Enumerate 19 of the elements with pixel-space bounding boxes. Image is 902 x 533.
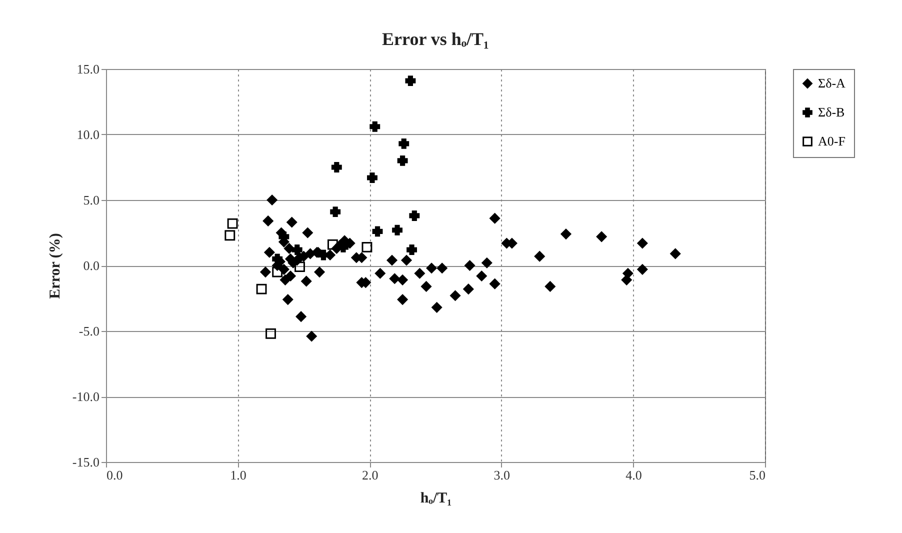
- x-tick-label: 4.0: [626, 468, 642, 482]
- x-axis-title: hₒ/T₁: [420, 490, 452, 506]
- x-tick-label: 5.0: [749, 468, 766, 482]
- y-tick-label: -15.0: [72, 454, 100, 470]
- y-tick-label: -10.0: [72, 389, 100, 404]
- x-tick-label: 3.0: [494, 468, 510, 482]
- y-tick-label: 10.0: [76, 127, 100, 142]
- legend-label: A0-F: [818, 134, 846, 148]
- x-tick-label: 2.0: [362, 468, 378, 482]
- chart-title: Error vs hₒ/T₁: [382, 29, 489, 49]
- legend-label: Σδ-B: [818, 104, 846, 120]
- y-tick-label: 5.0: [83, 192, 100, 208]
- y-tick-label: 0.0: [83, 258, 100, 273]
- x-tick-label: 1.0: [230, 468, 246, 482]
- y-axis-title: Error (%): [47, 233, 64, 299]
- x-tick-label: 0.0: [106, 468, 123, 482]
- y-tick-label: -5.0: [78, 324, 100, 338]
- legend-label: Σδ-A: [818, 76, 846, 90]
- y-tick-label: 15.0: [76, 62, 100, 76]
